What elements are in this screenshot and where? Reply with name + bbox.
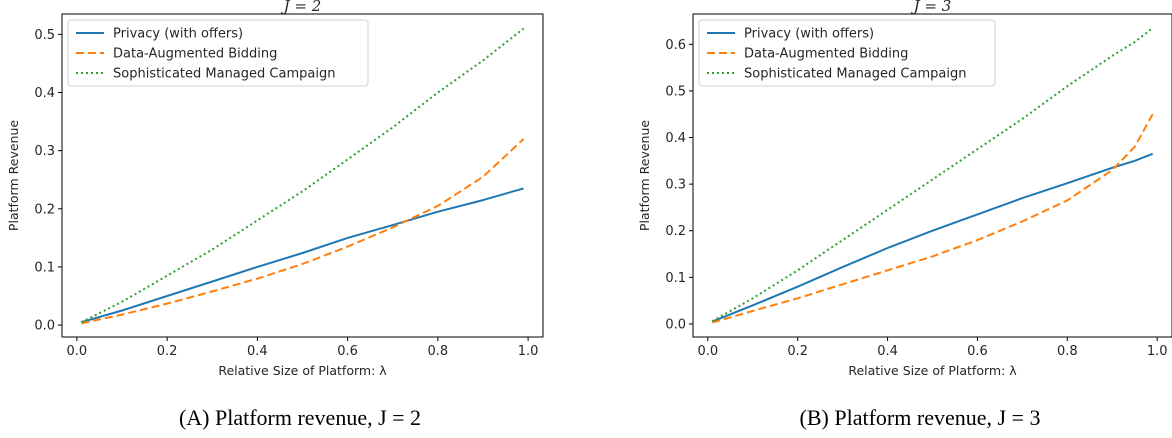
legend-label-1: Privacy (with offers) — [744, 27, 874, 42]
legend-box — [698, 19, 996, 87]
figure-caption: (B) Platform revenue, J = 3 — [800, 405, 1041, 430]
legend-box — [67, 19, 369, 87]
y-axis-label: Platform Revenue — [6, 120, 21, 231]
y-tick-label: 0.1 — [665, 271, 686, 286]
chart-panel-2: J = 3 0.0 0.2 0.4 0.6 0.8 1.0 0.0 0.1 0.2 0.3 0.4 0.… — [637, 0, 1172, 430]
x-tick-label: 0.0 — [697, 344, 718, 359]
legend-label-3: Sophisticated Managed Campaign — [113, 67, 335, 82]
legend-label-2: Data-Augmented Bidding — [113, 47, 277, 62]
y-tick-label: 0.0 — [34, 319, 55, 334]
x-tick-label: 0.4 — [247, 344, 268, 359]
y-tick-label: 0.5 — [665, 84, 686, 99]
y-tick-label: 0.2 — [665, 224, 686, 239]
legend: Privacy (with offers) Data-Augmented Bidd… — [698, 19, 996, 87]
x-axis-label: Relative Size of Platform: λ — [218, 363, 387, 378]
x-tick-label: 0.4 — [877, 344, 898, 359]
y-tick-label: 0.4 — [665, 131, 686, 146]
legend-label-1: Privacy (with offers) — [113, 27, 243, 42]
y-tick-label: 0.5 — [34, 28, 55, 43]
chart-panel-1: J = 2 0.0 0.2 0.4 0.6 0.8 1.0 0.0 0.1 0.2 0.3 0.4 0.… — [6, 0, 544, 430]
series-line-1 — [711, 152, 1154, 323]
x-tick-label: 0.8 — [1057, 344, 1078, 359]
series-line-2 — [81, 138, 525, 325]
y-tick-label: 0.1 — [34, 260, 55, 275]
chart-title: J = 3 — [911, 0, 952, 15]
x-tick-label: 0.6 — [967, 344, 988, 359]
x-tick-label: 0.6 — [337, 344, 358, 359]
plot-frame — [61, 13, 544, 338]
y-tick-label: 0.3 — [665, 178, 686, 193]
x-tick-label: 1.0 — [1147, 344, 1168, 359]
series-line-3 — [711, 27, 1154, 323]
y-tick-label: 0.6 — [665, 38, 686, 53]
chart-title: J = 2 — [281, 0, 322, 15]
y-tick-label: 0.3 — [34, 144, 55, 159]
x-tick-label: 0.0 — [67, 344, 88, 359]
plot-frame — [692, 13, 1172, 338]
legend: Privacy (with offers) Data-Augmented Bidd… — [67, 19, 369, 87]
x-axis-label: Relative Size of Platform: λ — [848, 363, 1017, 378]
y-tick-label: 0.4 — [34, 86, 55, 101]
x-tick-label: 0.8 — [428, 344, 449, 359]
legend-label-3: Sophisticated Managed Campaign — [744, 67, 966, 82]
figure-caption: (A) Platform revenue, J = 2 — [179, 405, 421, 430]
x-tick-label: 1.0 — [518, 344, 539, 359]
series-line-2 — [712, 113, 1154, 324]
x-tick-label: 0.2 — [787, 344, 808, 359]
y-tick-label: 0.0 — [665, 317, 686, 332]
series-line-1 — [81, 187, 524, 324]
y-tick-label: 0.2 — [34, 202, 55, 217]
legend-label-2: Data-Augmented Bidding — [744, 47, 908, 62]
y-axis-label: Platform Revenue — [637, 120, 652, 231]
series-line-3 — [80, 27, 525, 324]
x-tick-label: 0.2 — [157, 344, 178, 359]
